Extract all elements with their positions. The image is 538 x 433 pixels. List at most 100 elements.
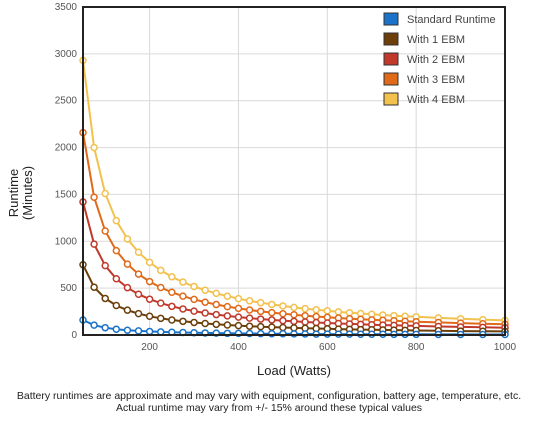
data-point[interactable] [112,216,121,225]
data-point[interactable] [256,315,265,323]
data-point[interactable] [245,314,254,322]
data-point[interactable] [168,273,176,281]
data-point[interactable] [179,305,187,313]
data-point[interactable] [201,319,209,328]
data-point[interactable] [268,300,276,309]
data-point[interactable] [134,248,143,257]
data-point[interactable] [223,302,232,311]
data-point[interactable] [90,240,98,248]
data-point[interactable] [112,301,121,310]
data-point[interactable] [245,306,254,314]
data-point[interactable] [312,318,320,327]
data-point[interactable] [90,193,98,201]
data-point[interactable] [168,316,176,324]
data-point[interactable] [179,278,187,286]
data-point[interactable] [134,327,143,335]
data-point[interactable] [156,299,165,307]
data-point[interactable] [223,292,232,300]
data-point[interactable] [234,313,243,321]
data-point[interactable] [223,321,232,329]
data-point[interactable] [212,320,221,329]
data-point[interactable] [290,324,298,332]
data-point[interactable] [201,309,209,317]
data-point[interactable] [334,308,343,316]
data-point[interactable] [190,295,198,304]
data-point[interactable] [256,322,265,331]
data-point[interactable] [279,309,287,318]
data-point[interactable] [145,295,154,303]
data-point[interactable] [123,260,132,268]
data-point[interactable] [112,246,121,255]
data-point[interactable] [101,323,109,332]
data-point[interactable] [212,300,221,309]
data-point[interactable] [234,304,243,313]
data-point[interactable] [123,326,132,334]
data-point[interactable] [190,282,198,291]
data-point[interactable] [290,317,298,326]
data-point[interactable] [301,311,309,320]
data-point[interactable] [90,283,98,291]
data-point[interactable] [145,327,154,336]
data-point[interactable] [301,330,309,338]
data-point[interactable] [145,258,154,267]
data-point[interactable] [245,322,254,330]
data-point[interactable] [101,294,109,303]
data-point[interactable] [234,294,243,303]
data-point[interactable] [145,312,154,321]
data-point[interactable] [256,298,265,307]
data-point[interactable] [234,321,243,330]
data-point[interactable] [279,323,287,332]
legend-item[interactable]: With 2 EBM [383,52,465,66]
data-point[interactable] [301,318,309,326]
x-axis-title: Load (Watts) [257,363,331,378]
data-point[interactable] [123,306,132,314]
footnote-line-1: Battery runtimes are approximate and may… [16,390,522,402]
data-point[interactable] [223,312,232,320]
series-line [82,132,506,326]
data-point[interactable] [279,302,287,310]
data-point[interactable] [245,297,254,305]
data-point[interactable] [290,303,298,312]
legend-item[interactable]: Standard Runtime [383,12,496,26]
legend-item[interactable]: With 1 EBM [383,32,465,46]
data-point[interactable] [212,310,221,319]
data-point[interactable] [268,316,276,324]
data-point[interactable] [190,318,198,327]
data-point[interactable] [156,266,165,275]
data-point[interactable] [134,270,143,278]
data-point[interactable] [123,283,132,292]
data-point[interactable] [201,298,209,306]
data-point[interactable] [345,308,354,317]
data-point[interactable] [290,311,298,319]
data-point[interactable] [168,302,176,311]
data-point[interactable] [201,286,209,294]
legend-item[interactable]: With 4 EBM [383,92,465,106]
data-point[interactable] [134,290,143,298]
data-point[interactable] [179,292,187,300]
data-point[interactable] [256,307,265,316]
data-point[interactable] [323,307,332,315]
data-point[interactable] [190,307,198,315]
data-point[interactable] [268,323,276,331]
data-point[interactable] [156,314,165,323]
data-point[interactable] [112,275,121,283]
data-point[interactable] [145,277,154,286]
data-point[interactable] [312,312,320,321]
data-point[interactable] [112,325,121,333]
data-point[interactable] [101,261,109,270]
data-point[interactable] [123,235,132,243]
data-point[interactable] [312,306,320,314]
data-point[interactable] [101,227,109,235]
data-point[interactable] [268,308,276,317]
data-point[interactable] [90,143,98,152]
data-point[interactable] [212,289,221,298]
data-point[interactable] [301,304,309,313]
data-point[interactable] [179,317,187,326]
data-point[interactable] [134,309,143,318]
data-point[interactable] [90,321,98,329]
data-point[interactable] [156,283,165,292]
data-point[interactable] [168,288,176,297]
data-point[interactable] [101,189,109,198]
legend-item[interactable]: With 3 EBM [383,72,465,86]
data-point[interactable] [279,316,287,325]
